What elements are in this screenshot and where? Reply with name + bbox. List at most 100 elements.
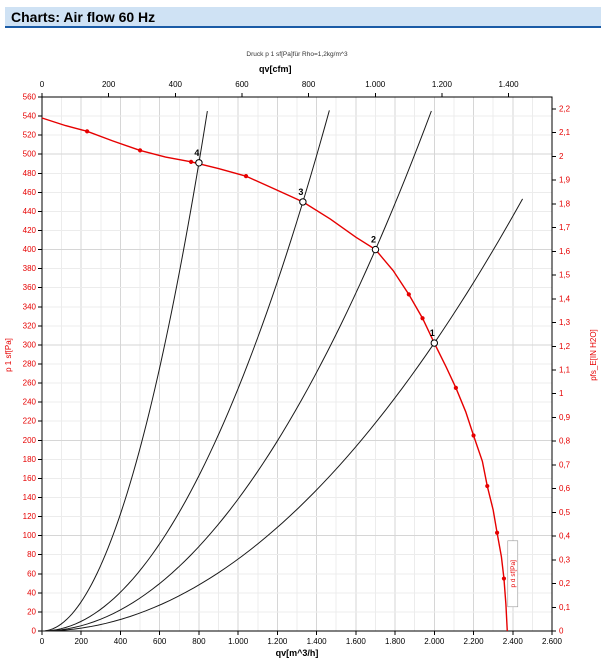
- svg-text:200: 200: [102, 80, 116, 89]
- y-axis-left-title: p 1 sf[Pa]: [4, 338, 13, 372]
- svg-text:200: 200: [75, 637, 89, 646]
- svg-text:320: 320: [23, 321, 37, 330]
- svg-text:140: 140: [23, 493, 37, 502]
- svg-text:1,6: 1,6: [559, 247, 571, 256]
- svg-text:360: 360: [23, 283, 37, 292]
- x-axis-top-title: qv[cfm]: [259, 64, 292, 74]
- grid: [41, 96, 553, 632]
- y-axis-right-title: pfs_E[IN H2O]: [589, 329, 598, 381]
- svg-text:0,6: 0,6: [559, 484, 571, 493]
- svg-text:1.000: 1.000: [365, 80, 386, 89]
- operating-point-label-3: 3: [298, 187, 303, 197]
- svg-text:60: 60: [27, 569, 36, 578]
- svg-text:1,9: 1,9: [559, 176, 571, 185]
- svg-text:0: 0: [32, 627, 37, 636]
- svg-text:1,3: 1,3: [559, 318, 571, 327]
- svg-text:280: 280: [23, 360, 37, 369]
- svg-text:1,5: 1,5: [559, 271, 571, 280]
- svg-text:400: 400: [114, 637, 128, 646]
- svg-text:340: 340: [23, 302, 37, 311]
- svg-text:1,1: 1,1: [559, 365, 571, 374]
- x-axis-bottom-title: qv[m^3/h]: [276, 648, 319, 658]
- svg-text:p d sf[Pa]: p d sf[Pa]: [510, 560, 517, 588]
- svg-text:0: 0: [40, 637, 45, 646]
- svg-text:200: 200: [23, 436, 37, 445]
- svg-text:180: 180: [23, 455, 37, 464]
- svg-text:120: 120: [23, 512, 37, 521]
- airflow-chart: 0 200 400 600 800 1.000 1.200 1.400 1.600 1.800 2.…: [4, 51, 598, 658]
- svg-text:600: 600: [235, 80, 249, 89]
- operating-point-4: [195, 159, 203, 167]
- svg-text:2.000: 2.000: [424, 637, 445, 646]
- svg-text:0,4: 0,4: [559, 532, 571, 541]
- section-title: Charts: Air flow 60 Hz: [11, 8, 156, 25]
- svg-text:400: 400: [169, 80, 183, 89]
- y-axis-left: 0 20 40 60 80 100 120 140 160 180 200 220 240 260 280 3…: [4, 93, 42, 636]
- x-axis-bottom: 0 200 400 600 800 1.000 1.200 1.400 1.600 1.800 2.…: [40, 631, 563, 658]
- svg-text:300: 300: [23, 340, 37, 349]
- svg-text:1.000: 1.000: [228, 637, 249, 646]
- svg-text:40: 40: [27, 588, 36, 597]
- svg-text:500: 500: [23, 150, 37, 159]
- svg-text:0,8: 0,8: [559, 437, 571, 446]
- operating-point-label-2: 2: [371, 235, 376, 245]
- system-curve-1: [41, 198, 524, 632]
- svg-text:460: 460: [23, 188, 37, 197]
- svg-text:400: 400: [23, 245, 37, 254]
- operating-point-label-1: 1: [430, 328, 435, 338]
- svg-text:380: 380: [23, 264, 37, 273]
- svg-text:80: 80: [27, 550, 36, 559]
- system-curves: [41, 110, 524, 632]
- svg-text:2.600: 2.600: [542, 637, 563, 646]
- system-curve-4: [41, 111, 208, 632]
- svg-text:2.200: 2.200: [464, 637, 485, 646]
- svg-text:2: 2: [559, 152, 564, 161]
- svg-text:440: 440: [23, 207, 37, 216]
- svg-text:1.600: 1.600: [346, 637, 367, 646]
- svg-text:1,8: 1,8: [559, 199, 571, 208]
- svg-text:1.800: 1.800: [385, 637, 406, 646]
- svg-text:0,2: 0,2: [559, 579, 571, 588]
- system-curve-3: [41, 110, 330, 632]
- svg-text:600: 600: [153, 637, 167, 646]
- svg-text:0,9: 0,9: [559, 413, 571, 422]
- svg-text:520: 520: [23, 131, 37, 140]
- svg-text:1.400: 1.400: [307, 637, 328, 646]
- svg-text:1.400: 1.400: [499, 80, 520, 89]
- fan-curve: [41, 117, 508, 632]
- svg-text:240: 240: [23, 398, 37, 407]
- chart-panel: 0 200 400 600 800 1.000 1.200 1.400 1.600 1.800 2.…: [0, 40, 606, 661]
- svg-text:0,1: 0,1: [559, 603, 571, 612]
- svg-text:160: 160: [23, 474, 37, 483]
- x-axis-top: 0 200 400 600 800 1.000 1.200 1.400 qv[cfm]: [40, 64, 519, 97]
- chart-subtitle: Druck p 1 sf[Pa]für Rho=1,2kg/m^3: [246, 51, 348, 58]
- section-header: Charts: Air flow 60 Hz: [5, 7, 601, 28]
- svg-text:480: 480: [23, 169, 37, 178]
- system-curve-2: [41, 110, 432, 632]
- svg-text:1,4: 1,4: [559, 294, 571, 303]
- svg-text:2,1: 2,1: [559, 128, 571, 137]
- svg-text:1.200: 1.200: [432, 80, 453, 89]
- dynamic-pressure-annotation: p d sf[Pa]: [507, 540, 519, 608]
- svg-text:2.400: 2.400: [503, 637, 524, 646]
- svg-text:0: 0: [559, 627, 564, 636]
- operating-points: 1 2 3 4: [194, 148, 439, 347]
- operating-point-1: [430, 339, 439, 347]
- svg-text:0,3: 0,3: [559, 555, 571, 564]
- svg-text:1: 1: [559, 389, 564, 398]
- svg-text:0,7: 0,7: [559, 460, 571, 469]
- svg-text:2,2: 2,2: [559, 104, 571, 113]
- svg-text:20: 20: [27, 607, 36, 616]
- y-axis-right: 0 0,1 0,2 0,3 0,4 0,5 0,6 0,7 0,8 0,9 1 1,1 1,2 1,3 1,…: [552, 104, 598, 636]
- svg-text:100: 100: [23, 531, 37, 540]
- svg-text:800: 800: [192, 637, 206, 646]
- svg-text:220: 220: [23, 417, 37, 426]
- svg-text:1,7: 1,7: [559, 223, 571, 232]
- svg-text:540: 540: [23, 112, 37, 121]
- svg-text:260: 260: [23, 379, 37, 388]
- svg-text:1,2: 1,2: [559, 342, 571, 351]
- operating-point-3: [299, 198, 307, 206]
- fan-curve-markers: [85, 129, 507, 581]
- svg-text:800: 800: [302, 80, 316, 89]
- svg-text:0: 0: [40, 80, 45, 89]
